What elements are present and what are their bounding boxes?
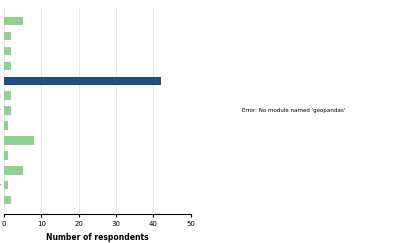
Bar	[4, 166, 23, 174]
Bar	[4, 91, 12, 100]
Text: Error: No module named 'geopandas': Error: No module named 'geopandas'	[242, 108, 345, 113]
Bar	[4, 77, 161, 85]
Bar	[4, 106, 12, 115]
Bar	[4, 17, 23, 25]
Bar	[4, 181, 8, 190]
Bar	[4, 122, 8, 130]
Bar	[4, 151, 8, 160]
X-axis label: Number of respondents: Number of respondents	[46, 233, 149, 242]
Bar	[4, 196, 12, 204]
Bar	[4, 47, 12, 55]
Bar	[4, 136, 34, 145]
Bar	[4, 32, 12, 40]
Bar	[4, 61, 12, 70]
